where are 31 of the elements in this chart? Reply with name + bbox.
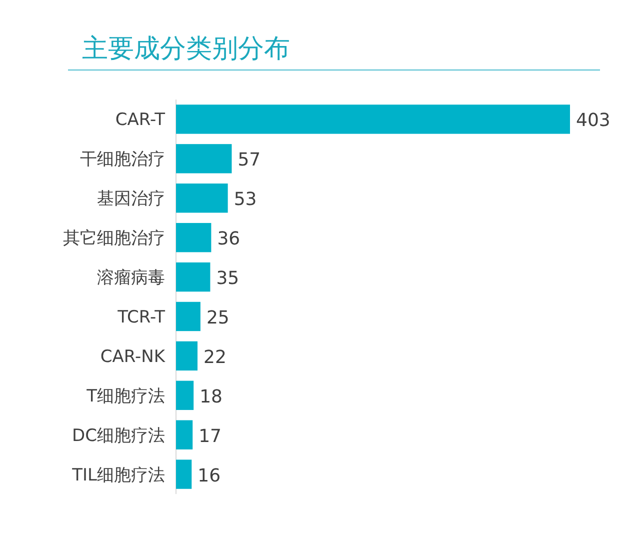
data-label: 25 <box>206 307 230 328</box>
bar <box>176 420 193 450</box>
bar <box>176 184 228 213</box>
y-tick-label: CAR-T <box>115 110 166 130</box>
data-label: 16 <box>198 465 221 486</box>
data-label: 53 <box>234 189 257 210</box>
y-tick-label: 其它细胞治疗 <box>63 228 165 249</box>
data-label: 22 <box>204 346 226 368</box>
bar <box>176 380 194 410</box>
y-tick-label: TCR-T <box>116 307 166 328</box>
data-label: 35 <box>216 268 240 290</box>
bar <box>176 341 198 371</box>
bar <box>176 144 232 174</box>
data-label: 403 <box>576 110 610 132</box>
y-tick-label: DC细胞疗法 <box>72 426 165 446</box>
bar <box>176 262 210 292</box>
chart-title: 主要成分类别分布 <box>82 34 290 64</box>
bar <box>176 222 212 252</box>
data-label: 36 <box>217 228 240 250</box>
data-label: 17 <box>198 426 222 447</box>
data-label: 18 <box>200 386 223 408</box>
y-tick-label: T细胞疗法 <box>86 386 165 406</box>
bar <box>176 104 570 134</box>
bar <box>176 302 200 332</box>
y-tick-label: 溶瘤病毒 <box>97 268 165 288</box>
y-tick-label: 基因治疗 <box>97 189 165 210</box>
data-label: 57 <box>238 150 261 171</box>
y-tick-label: CAR-NK <box>100 346 166 367</box>
y-tick-label: TIL细胞疗法 <box>71 465 165 486</box>
bar <box>176 460 192 489</box>
y-tick-label: 干细胞治疗 <box>80 150 165 170</box>
